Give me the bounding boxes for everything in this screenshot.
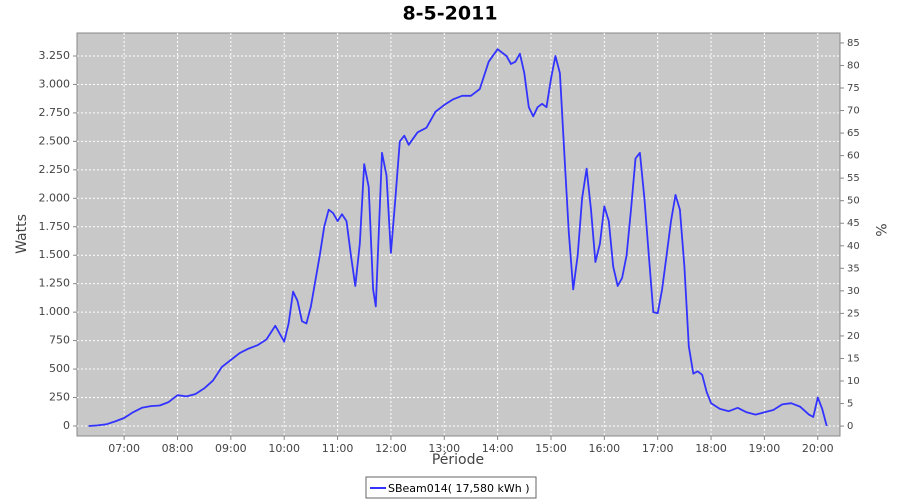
x-tick-label: 17:00 [642,442,674,455]
y-tick-label: 1.250 [39,277,71,290]
y2-tick-label: 75 [847,83,860,94]
y2-tick-label: 5 [847,399,853,410]
y-tick-label: 1.750 [39,220,71,233]
x-axis-label: Période [432,452,484,468]
y2-tick-label: 55 [847,173,860,184]
series-line [88,48,828,427]
x-tick-label: 20:00 [802,442,834,455]
y-tick-label: 2.250 [39,163,71,176]
y2-tick-label: 80 [847,60,860,71]
legend [365,476,537,499]
y-tick-label: 3.000 [39,77,71,90]
y2-tick-label: 35 [847,263,860,274]
x-tick-label: 09:00 [215,442,247,455]
y2-tick-label: 40 [847,241,860,252]
y2-tick-label: 15 [847,353,860,364]
y2-tick-label: 30 [847,286,860,297]
y2-tick-label: 85 [847,38,860,49]
y2-tick-label: 10 [847,376,860,387]
x-tick-label: 19:00 [749,442,781,455]
x-tick-label: 10:00 [268,442,300,455]
y2-tick-label: 50 [847,196,860,207]
y-tick-label: 500 [49,362,70,375]
y2-axis-label: % [872,223,888,236]
y2-tick-label: 0 [847,421,853,432]
y-tick-label: 2.000 [39,191,71,204]
y-tick-label: 2.750 [39,106,71,119]
x-tick-label: 11:00 [322,442,354,455]
y-tick-label: 1.000 [39,305,71,318]
y-tick-label: 750 [49,334,70,347]
y-tick-label: 3.250 [39,49,71,62]
y-tick-label: 250 [49,391,70,404]
y-axis-label: Watts [14,214,30,254]
y2-tick-label: 60 [847,151,860,162]
y-tick-label: 1.500 [39,248,71,261]
x-tick-label: 15:00 [535,442,567,455]
plot-area [76,32,841,437]
y-tick-label: 0 [63,419,70,432]
x-tick-label: 07:00 [108,442,140,455]
legend-label: SBeam014( 17,580 kWh ) [388,482,530,495]
y2-tick-label: 25 [847,308,860,319]
x-tick-label: 16:00 [588,442,620,455]
x-tick-label: 14:00 [482,442,514,455]
x-tick-label: 13:00 [428,442,460,455]
x-tick-label: 18:00 [695,442,727,455]
x-tick-label: 12:00 [375,442,407,455]
x-tick-label: 08:00 [162,442,194,455]
y2-tick-label: 45 [847,218,860,229]
y2-tick-label: 70 [847,106,860,117]
y2-tick-label: 20 [847,331,860,342]
y2-tick-label: 65 [847,128,860,139]
y-tick-label: 2.500 [39,134,71,147]
chart-title: 8-5-2011 [402,3,497,25]
